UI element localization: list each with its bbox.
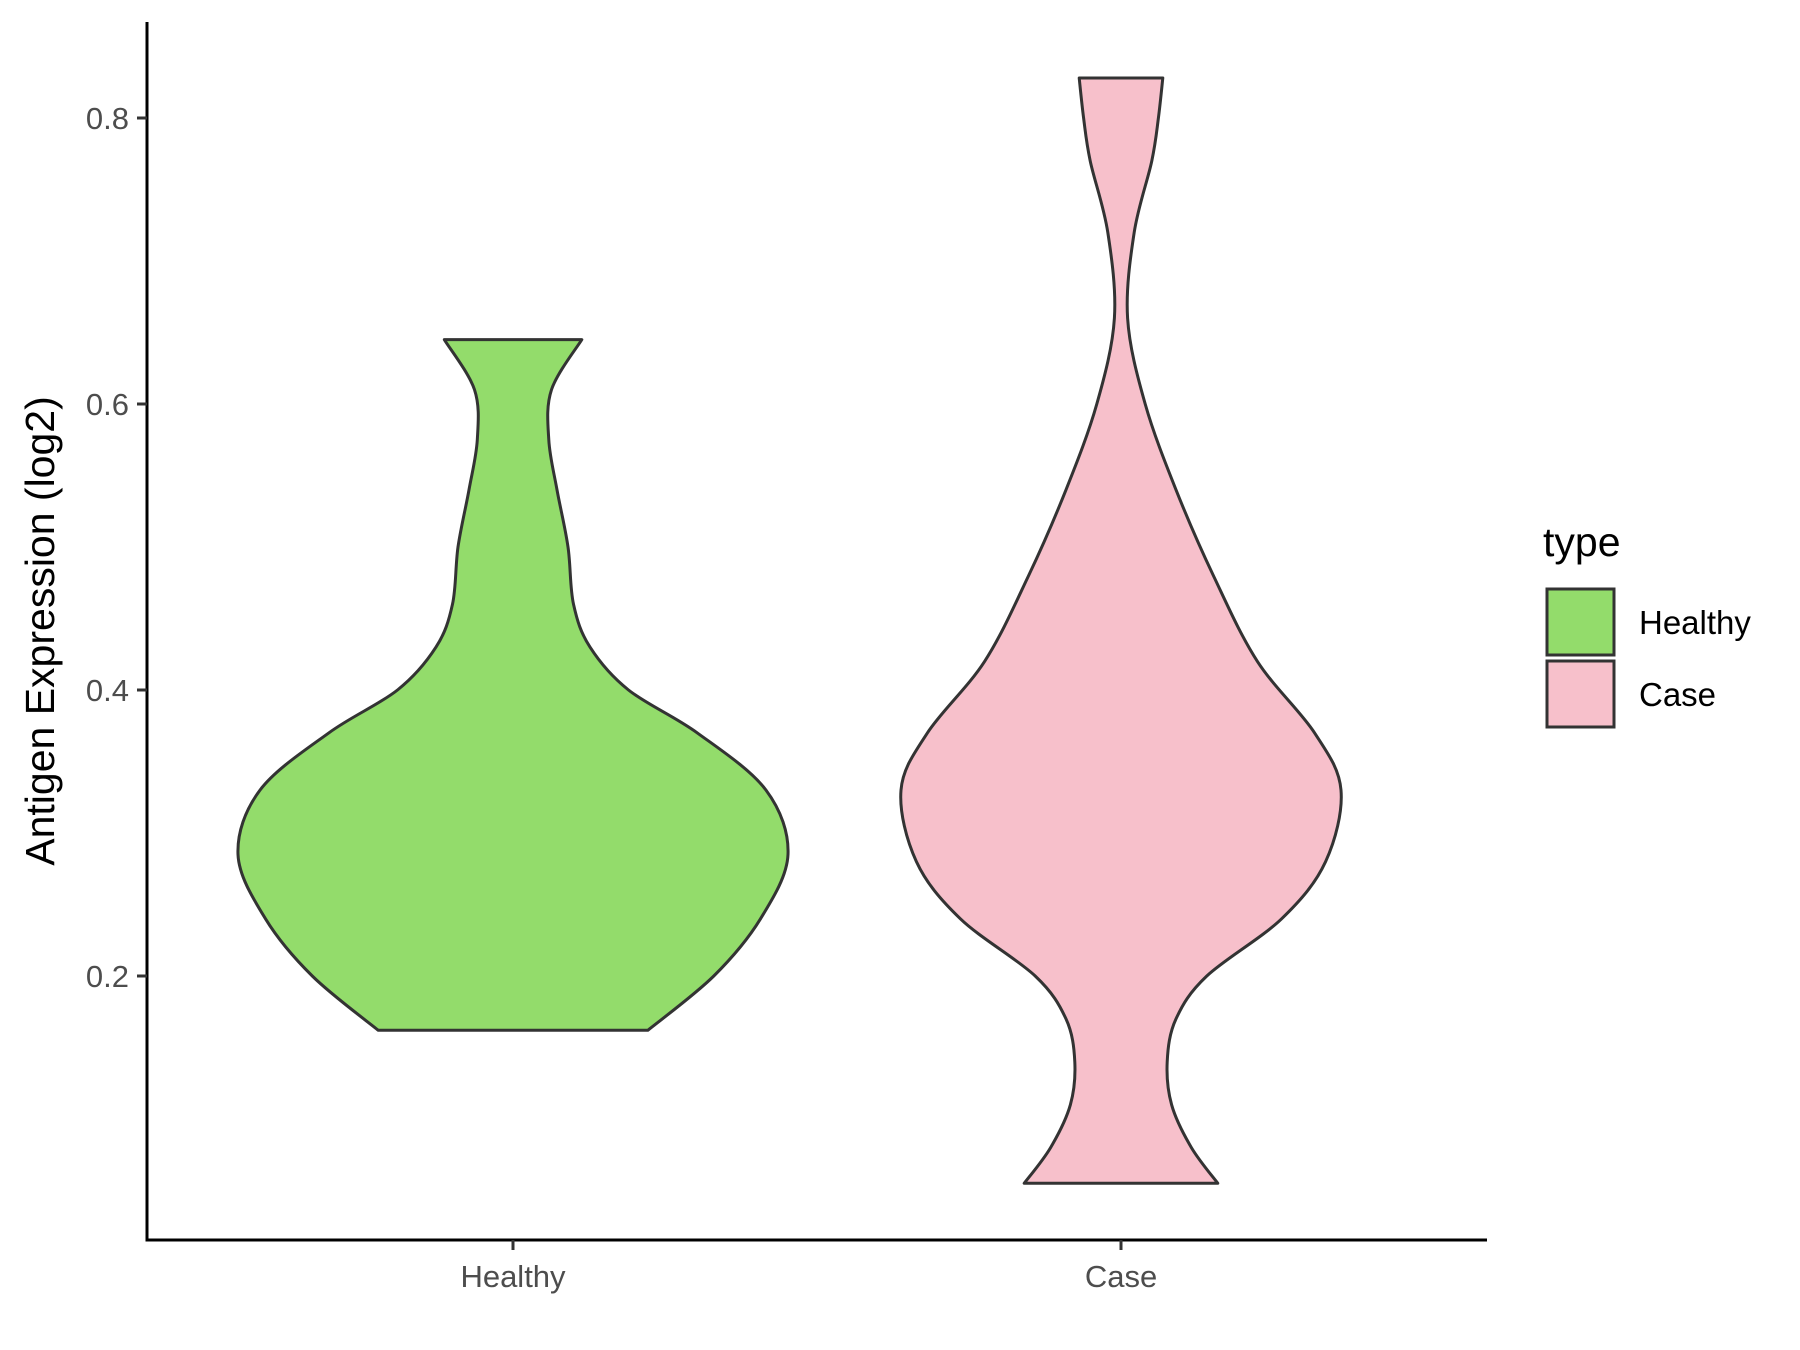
x-ticks: Healthy Case bbox=[460, 1240, 1157, 1294]
y-tick-label: 0.8 bbox=[86, 101, 129, 136]
y-tick-label: 0.4 bbox=[86, 673, 129, 708]
legend: type Healthy Case bbox=[1543, 519, 1751, 729]
violin-case bbox=[899, 76, 1343, 1185]
legend-key-case bbox=[1545, 659, 1616, 729]
violin-layer bbox=[236, 76, 1343, 1185]
legend-key-healthy bbox=[1545, 587, 1616, 657]
violin-healthy bbox=[236, 338, 790, 1032]
axes bbox=[145, 22, 1487, 1242]
legend-title: type bbox=[1543, 519, 1621, 565]
y-tick-label: 0.6 bbox=[86, 387, 129, 422]
legend-label-healthy: Healthy bbox=[1639, 604, 1751, 641]
legend-entries: Healthy Case bbox=[1545, 587, 1751, 729]
y-axis-title: Antigen Expression (log2) bbox=[17, 396, 63, 865]
x-tick-label: Healthy bbox=[460, 1259, 566, 1294]
legend-label-case: Case bbox=[1639, 676, 1716, 713]
y-tick-label: 0.2 bbox=[86, 959, 129, 994]
x-tick-label: Case bbox=[1085, 1259, 1157, 1294]
y-ticks: 0.2 0.4 0.6 0.8 bbox=[86, 101, 147, 994]
